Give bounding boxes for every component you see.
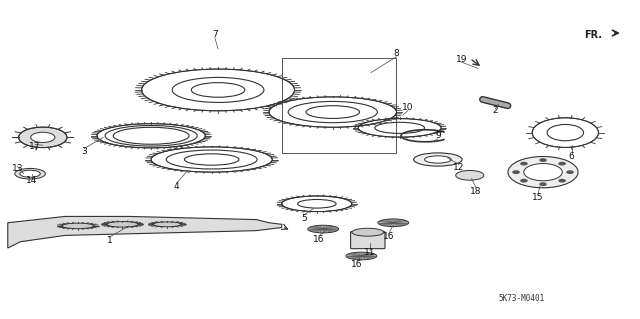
Circle shape xyxy=(520,179,528,182)
Text: 16: 16 xyxy=(383,233,395,241)
FancyBboxPatch shape xyxy=(351,232,385,249)
Text: 17: 17 xyxy=(29,142,41,151)
Text: 2: 2 xyxy=(492,106,498,115)
Text: 4: 4 xyxy=(174,182,179,191)
Circle shape xyxy=(566,170,574,174)
Ellipse shape xyxy=(308,225,339,233)
Ellipse shape xyxy=(524,164,563,181)
Ellipse shape xyxy=(346,252,377,260)
Text: 14: 14 xyxy=(26,175,38,185)
Ellipse shape xyxy=(19,127,67,148)
Text: 10: 10 xyxy=(402,103,413,112)
Text: 5K73-M0401: 5K73-M0401 xyxy=(499,294,545,303)
Ellipse shape xyxy=(31,132,55,143)
Ellipse shape xyxy=(413,153,462,166)
Ellipse shape xyxy=(424,156,451,163)
Text: 3: 3 xyxy=(81,147,87,156)
Ellipse shape xyxy=(62,223,94,229)
Text: 18: 18 xyxy=(470,187,482,196)
Circle shape xyxy=(558,179,566,182)
Circle shape xyxy=(520,162,528,166)
Polygon shape xyxy=(8,216,282,248)
Ellipse shape xyxy=(352,228,384,236)
Text: 15: 15 xyxy=(532,193,543,202)
Text: 6: 6 xyxy=(569,152,575,161)
Ellipse shape xyxy=(20,170,40,177)
Circle shape xyxy=(540,158,547,162)
Text: FR.: FR. xyxy=(584,30,602,40)
Ellipse shape xyxy=(153,222,181,227)
Ellipse shape xyxy=(15,168,45,179)
Text: 7: 7 xyxy=(212,30,218,39)
Ellipse shape xyxy=(106,222,138,227)
Text: 5: 5 xyxy=(301,213,307,222)
Text: 1: 1 xyxy=(107,236,113,245)
Text: 16: 16 xyxy=(313,235,324,244)
Ellipse shape xyxy=(456,170,484,180)
Ellipse shape xyxy=(378,219,409,226)
Circle shape xyxy=(540,182,547,186)
Circle shape xyxy=(512,170,520,174)
Circle shape xyxy=(558,162,566,166)
Text: 11: 11 xyxy=(364,248,376,257)
Text: 8: 8 xyxy=(394,49,399,58)
Text: 16: 16 xyxy=(351,260,363,269)
Text: 19: 19 xyxy=(456,56,467,64)
Text: 13: 13 xyxy=(12,165,23,174)
Ellipse shape xyxy=(508,157,578,188)
Text: 9: 9 xyxy=(435,131,441,140)
Text: 12: 12 xyxy=(453,163,465,172)
